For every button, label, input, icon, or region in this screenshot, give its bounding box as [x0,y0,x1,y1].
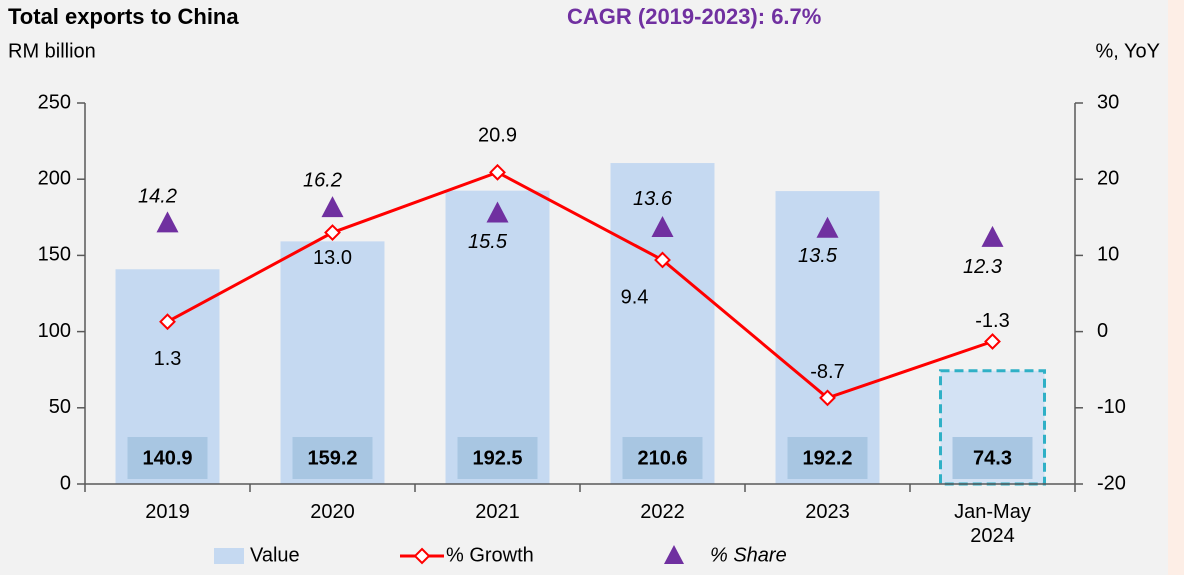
share-marker [651,215,674,237]
share-marker [156,211,179,233]
y2-tick-label: -10 [1097,396,1126,418]
share-label: 12.3 [963,256,1002,278]
share-marker [816,216,839,238]
share-label: 13.6 [633,188,673,210]
value-label-box [622,437,703,479]
value-label-box [292,437,373,479]
y2-axis-label: %, YoY [1095,40,1160,62]
x-tick-label-box: Jan-May 2024 [954,501,1031,547]
growth-marker [324,224,341,241]
x-tick-label-box: 2020 [310,501,355,523]
value-label-box [787,437,868,479]
share-marker [321,196,344,218]
x-tick-label-box: 2019 [145,501,190,523]
value-label: 74.3 [973,447,1012,469]
value-label-box [952,437,1033,479]
growth-label: -8.7 [810,361,844,383]
legend-label: % Share [710,544,787,566]
share-label: 13.5 [798,245,838,267]
value-label: 192.2 [802,447,852,469]
share-label: 16.2 [303,169,342,191]
growth-line [166,170,993,400]
x-tick-label: 2023 [805,501,850,523]
bar [610,163,715,484]
y2-tick-label: 20 [1097,167,1119,189]
y-tick-label: 100 [38,320,71,342]
growth-marker [654,251,671,269]
x-tick-label-box: 2023 [805,501,850,523]
x-tick-label: 2022 [640,501,685,523]
value-label-box [457,437,538,479]
growth-label: -1.3 [975,310,1009,332]
legend-swatch [214,548,244,564]
growth-label: 9.4 [621,286,649,308]
x-tick-label-box: 2022 [640,501,685,523]
value-label: 159.2 [307,447,357,469]
legend-swatch [664,545,684,564]
x-tick-label: 2019 [145,501,190,523]
x-tick-label: Jan-May 2024 [954,501,1031,547]
growth-marker [159,313,176,331]
legend-label: % Growth [446,544,534,566]
growth-marker [984,333,1001,350]
share-marker [486,201,509,223]
y2-tick-label: -20 [1097,472,1126,494]
value-label: 210.6 [637,447,687,469]
y2-tick-label: 30 [1097,91,1119,113]
y-tick-label: 50 [49,396,71,418]
share-marker [981,225,1004,247]
y-tick-label: 250 [38,91,71,113]
value-label-box [127,437,208,479]
bar [775,191,880,484]
legend-swatch [413,547,431,565]
y-tick-label: 0 [60,472,71,494]
growth-label: 20.9 [478,125,517,147]
growth-label: 13.0 [313,247,352,269]
value-label: 140.9 [142,447,192,469]
share-label: 14.2 [138,186,177,208]
legend-label: Value [250,544,300,566]
chart-subtitle: CAGR (2019-2023): 6.7% [567,4,821,29]
x-tick-label: 2021 [475,501,520,523]
value-label: 192.5 [472,447,522,469]
y2-tick-label: 0 [1097,320,1108,342]
y-tick-label: 200 [38,167,71,189]
growth-label: 1.3 [154,348,182,370]
bar [445,190,550,484]
growth-marker [489,163,506,181]
y2-tick-label: 10 [1097,244,1119,266]
y-tick-label: 150 [38,244,71,266]
share-label: 15.5 [468,231,508,253]
y-axis-label: RM billion [8,40,96,62]
growth-marker [819,389,836,407]
x-tick-label-box: 2021 [475,501,520,523]
x-tick-label: 2020 [310,501,355,523]
chart-title: Total exports to China [8,4,239,29]
